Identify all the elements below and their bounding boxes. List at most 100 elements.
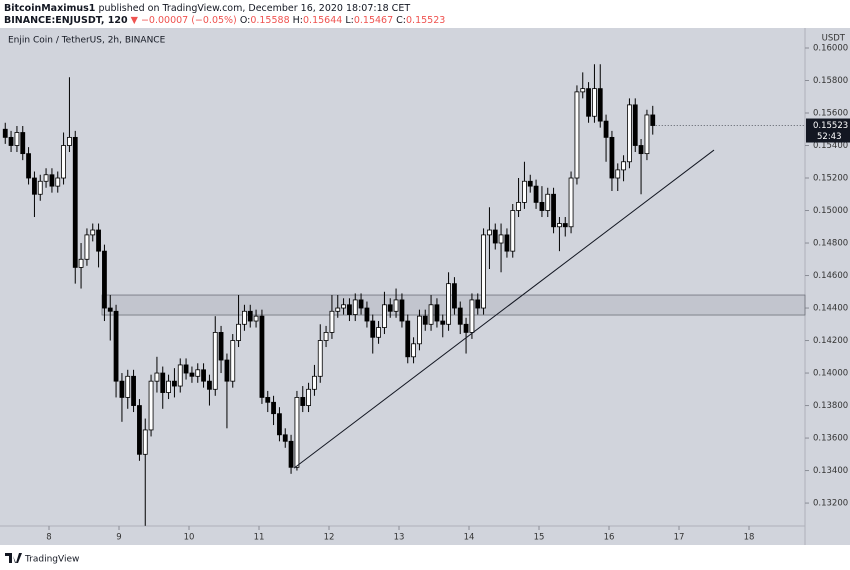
candle-body [218, 332, 224, 361]
candle-body [78, 258, 84, 268]
candle-body [597, 88, 603, 122]
candle-body [148, 380, 154, 431]
l-label: L: [345, 15, 354, 26]
candle-body [347, 304, 352, 315]
candle-body [615, 169, 621, 179]
countdown: 52:43 [817, 132, 842, 142]
candle-body [183, 364, 189, 374]
candle-body [172, 380, 177, 387]
o-value: 0.15588 [250, 15, 289, 26]
x-tick-label: 14 [464, 533, 475, 543]
candle-body [142, 429, 148, 455]
candle-body [125, 375, 131, 398]
candles [2, 64, 656, 526]
candle-body [440, 320, 446, 325]
candle-body [43, 174, 49, 182]
candle-body [67, 136, 72, 146]
candle-body [457, 307, 463, 325]
candle-body [72, 136, 78, 268]
candle-body [107, 307, 113, 312]
candle-body [242, 310, 247, 325]
candle-body [37, 180, 43, 195]
symbol: BINANCE:ENJUSDT, 120 [4, 15, 128, 26]
candle-body [393, 299, 399, 312]
y-tick-label: 0.13200 [813, 499, 848, 509]
candle-body [533, 185, 539, 203]
candle-body [504, 234, 510, 252]
candle-body [90, 229, 96, 236]
candle-body [376, 327, 381, 338]
candle-body [61, 145, 66, 179]
x-tick-label: 11 [254, 533, 265, 543]
candle-body [247, 310, 253, 322]
candle-body [405, 320, 411, 358]
candle-body [469, 299, 475, 333]
x-tick-label: 15 [534, 533, 545, 543]
y-axis-label: USDT [822, 34, 846, 44]
candle-body [422, 315, 428, 325]
x-tick-label: 10 [184, 533, 195, 543]
candle-body [8, 136, 14, 146]
candle-body [510, 210, 516, 252]
candle-body [387, 304, 393, 312]
y-tick-label: 0.15600 [813, 109, 848, 119]
candle-body [527, 180, 533, 187]
h-label: H: [293, 15, 303, 26]
candle-body [20, 132, 26, 155]
candle-body [102, 250, 107, 309]
candle-body [632, 104, 638, 146]
c-value: 0.15523 [406, 15, 445, 26]
candle-body [358, 299, 364, 309]
candle-body [627, 104, 632, 163]
candle-body [49, 174, 55, 187]
x-tick-label: 12 [324, 533, 335, 543]
candle-body [551, 193, 556, 228]
y-tick-label: 0.13400 [813, 466, 848, 476]
price-axis-background [805, 28, 850, 545]
candle-body [201, 369, 206, 382]
c-label: C: [396, 15, 406, 26]
candle-body [434, 304, 440, 322]
trendline [293, 149, 715, 469]
candle-body [96, 229, 101, 252]
candle-body [277, 413, 282, 436]
candle-body [335, 307, 341, 312]
y-tick-label: 0.14200 [813, 336, 848, 346]
candle-body [352, 299, 358, 315]
candle-body [609, 136, 615, 179]
candle-body [166, 380, 171, 393]
y-tick-label: 0.14000 [813, 369, 848, 379]
y-tick-label: 0.13600 [813, 434, 848, 444]
candle-body [177, 364, 183, 387]
candle-body [131, 375, 136, 406]
candle-body [522, 180, 527, 203]
candle-body [265, 397, 271, 403]
candle-body [411, 343, 416, 358]
candle-body [32, 177, 37, 195]
x-tick-label: 8 [46, 533, 51, 543]
candle-body [644, 114, 650, 155]
y-tick-label: 0.15400 [813, 141, 848, 151]
candle-body [84, 234, 90, 260]
candle-body [230, 340, 236, 382]
l-value: 0.15467 [354, 15, 393, 26]
candle-body [14, 132, 20, 146]
candle-body [282, 434, 288, 442]
candle-body [574, 91, 580, 179]
candle-body [638, 145, 644, 155]
candle-body [312, 375, 317, 390]
candle-body [113, 310, 119, 382]
candle-body [417, 315, 422, 345]
price-tag-value: 0.15523 [813, 121, 848, 131]
candle-body [545, 193, 551, 211]
brand: TradingView [24, 555, 79, 565]
candle-body [195, 369, 201, 377]
candle-body [487, 229, 492, 236]
candle-body [562, 223, 568, 228]
candle-body [539, 201, 545, 211]
chart-title: Enjin Coin / TetherUS, 2h, BINANCE [8, 36, 166, 46]
plot-background [0, 28, 805, 545]
candle-body [452, 283, 457, 309]
candle-body [259, 315, 265, 398]
